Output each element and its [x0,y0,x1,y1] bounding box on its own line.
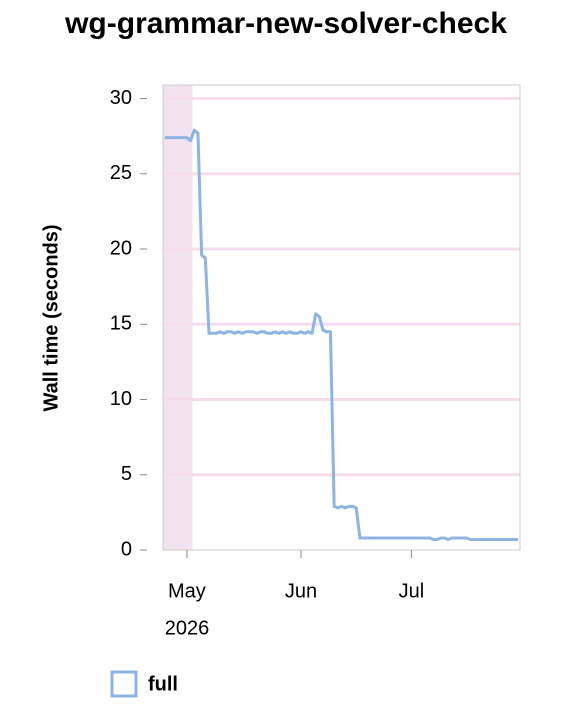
legend-label: full [148,673,178,695]
shaded-region [163,85,193,550]
data-line [164,128,519,541]
y-tick-label: 0 [121,538,132,560]
y-tick-label: 10 [110,388,132,410]
x-year-label: 2026 [165,617,210,639]
y-tick-label: 30 [110,87,132,109]
chart-title: wg-grammar-new-solver-check [64,7,507,40]
x-tick-label: May [168,580,206,602]
x-tick-label: Jul [399,580,425,602]
plot-border [162,84,521,551]
y-tick-label: 25 [110,162,132,184]
y-tick-label: 15 [110,313,132,335]
x-tick-label: Jun [285,580,317,602]
legend-swatch [110,670,138,698]
y-tick-label: 20 [110,237,132,259]
y-axis-label: Wall time (seconds) [40,224,62,411]
y-tick-label: 5 [121,463,132,485]
